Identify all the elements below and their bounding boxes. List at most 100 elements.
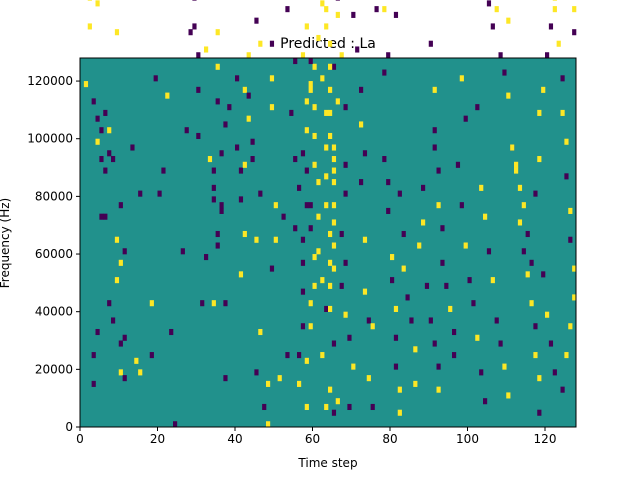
heatmap-cell xyxy=(324,202,329,209)
x-tick-label: 20 xyxy=(150,432,165,446)
heatmap-cell xyxy=(219,150,224,157)
heatmap-cell xyxy=(95,0,100,7)
plot-frame xyxy=(79,57,577,428)
heatmap-cell xyxy=(258,40,263,47)
heatmap-cell xyxy=(238,271,244,278)
heatmap-cell xyxy=(541,271,546,278)
heatmap-cell xyxy=(320,75,325,82)
heatmap-cell xyxy=(386,52,391,59)
heatmap-cell xyxy=(277,375,282,382)
heatmap-cell xyxy=(308,225,313,232)
heatmap-cell xyxy=(525,230,530,238)
heatmap-cell xyxy=(533,352,538,359)
heatmap-cell xyxy=(285,352,290,359)
heatmap-cell xyxy=(506,17,511,24)
heatmap-cell xyxy=(107,300,112,307)
heatmap-cell xyxy=(362,150,368,157)
heatmap-cell xyxy=(362,236,368,243)
heatmap-cell xyxy=(382,156,387,163)
heatmap-cell xyxy=(409,317,414,324)
heatmap-cell xyxy=(386,207,391,214)
heatmap-cell xyxy=(238,196,244,203)
heatmap-cell xyxy=(405,294,410,301)
heatmap-cell xyxy=(157,190,162,197)
heatmap-cell xyxy=(254,369,259,376)
heatmap-cell xyxy=(436,202,441,209)
x-tick-label: 120 xyxy=(534,432,557,446)
heatmap-cell xyxy=(432,127,437,134)
heatmap-cell xyxy=(432,144,437,151)
heatmap-cell xyxy=(514,161,519,168)
x-tick-label: 100 xyxy=(456,432,479,446)
heatmap-cell xyxy=(138,369,143,376)
heatmap-cell xyxy=(316,179,321,186)
heatmap-cell xyxy=(227,104,232,111)
heatmap-cell xyxy=(331,242,337,249)
heatmap-cell xyxy=(328,386,333,393)
heatmap-cell xyxy=(339,52,344,59)
heatmap-cell xyxy=(281,213,286,220)
heatmap-cell xyxy=(324,109,329,116)
heatmap-cell xyxy=(459,75,464,82)
heatmap-cell xyxy=(324,144,329,151)
heatmap-cell xyxy=(304,202,309,209)
heatmap-cell xyxy=(401,230,406,238)
heatmap-cell xyxy=(95,115,100,122)
heatmap-cell xyxy=(188,29,193,36)
heatmap-cell xyxy=(483,213,488,220)
heatmap-cell xyxy=(304,167,309,174)
heatmap-cell xyxy=(486,248,492,255)
heatmap-cell xyxy=(483,398,488,405)
heatmap-cell xyxy=(564,138,569,145)
heatmap-cell xyxy=(87,0,92,1)
heatmap-cell xyxy=(269,104,275,111)
heatmap-cell xyxy=(343,104,348,111)
x-axis: 0 20 40 60 80 100 120 xyxy=(76,427,556,446)
heatmap-cell xyxy=(452,352,457,359)
heatmap-cell xyxy=(316,34,321,42)
heatmap-cell xyxy=(149,300,154,307)
heatmap-cell xyxy=(328,230,333,238)
heatmap-cell xyxy=(91,380,96,387)
heatmap-cell xyxy=(169,328,174,336)
heatmap-cell xyxy=(479,184,484,191)
heatmap-cell xyxy=(320,352,325,359)
heatmap-cell xyxy=(502,69,507,76)
heatmap-cell xyxy=(366,375,371,382)
heatmap-cell xyxy=(537,375,542,382)
heatmap-cell xyxy=(258,328,263,336)
heatmap-cell xyxy=(262,403,267,411)
heatmap-cell xyxy=(343,259,348,266)
heatmap-cell xyxy=(448,305,453,312)
heatmap-cell xyxy=(111,156,116,163)
heatmap-cell xyxy=(196,52,201,59)
heatmap-cell xyxy=(521,248,526,255)
heatmap-cell xyxy=(165,92,170,99)
heatmap-cell xyxy=(300,288,306,295)
heatmap-cell xyxy=(297,184,302,191)
heatmap-cell xyxy=(328,282,333,289)
heatmap-cell xyxy=(211,300,216,307)
heatmap-cell xyxy=(494,6,499,13)
heatmap-cell xyxy=(304,357,309,364)
heatmap-cell xyxy=(390,254,395,261)
heatmap-cell xyxy=(328,86,333,93)
heatmap-cell xyxy=(246,92,251,99)
heatmap-cell xyxy=(254,17,259,24)
heatmap-cell xyxy=(331,265,337,272)
heatmap-cell xyxy=(560,109,565,116)
heatmap-cell xyxy=(215,63,220,70)
heatmap-cell xyxy=(548,23,554,30)
heatmap-cell xyxy=(564,352,569,359)
heatmap-cell xyxy=(300,236,306,243)
heatmap-cell xyxy=(316,248,321,255)
heatmap-cell xyxy=(211,196,216,203)
heatmap-cell xyxy=(471,300,476,307)
heatmap-cell xyxy=(293,58,298,65)
heatmap-cell xyxy=(467,277,472,284)
heatmap-cell xyxy=(331,202,337,209)
heatmap-cell xyxy=(432,340,437,347)
heatmap-cell xyxy=(397,409,402,416)
heatmap-cell xyxy=(219,207,224,214)
heatmap-cell xyxy=(153,75,158,82)
